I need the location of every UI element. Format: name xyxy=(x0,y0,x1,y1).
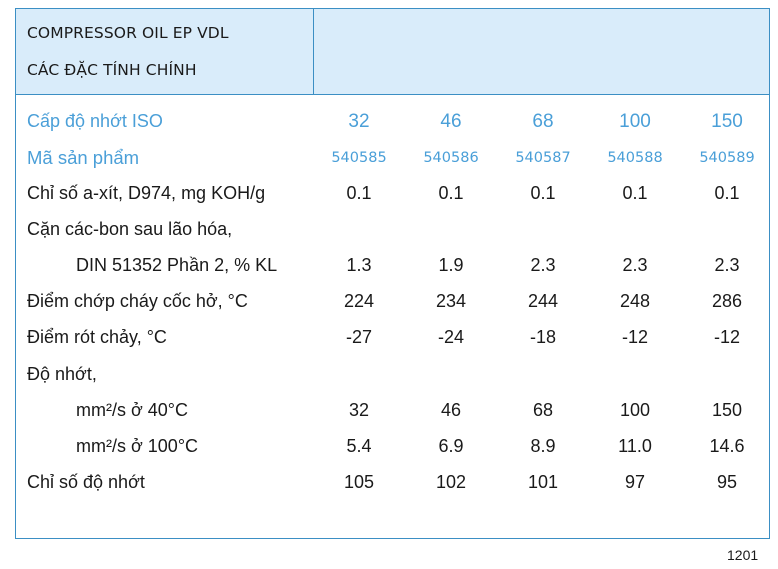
spec-table: COMPRESSOR OIL EP VDL CÁC ĐẶC TÍNH CHÍNH… xyxy=(15,8,770,539)
row-carbon-residue-heading: Cặn các-bon sau lão hóa, xyxy=(16,212,769,246)
table-cell: 95 xyxy=(716,472,738,492)
table-cell: 46 xyxy=(440,111,462,132)
row-flash-point: Điểm chớp cháy cốc hở, °C 224 234 244 24… xyxy=(16,284,769,318)
table-cell: 32 xyxy=(348,400,370,420)
table-cell: 100 xyxy=(619,400,651,420)
row-label: Chỉ số độ nhớt xyxy=(27,472,145,492)
row-label: Điểm rót chảy, °C xyxy=(27,327,167,347)
table-cell: 248 xyxy=(619,291,651,311)
product-name: COMPRESSOR OIL EP VDL xyxy=(27,24,229,42)
table-cell: 2.3 xyxy=(530,255,556,275)
row-carbon-residue: DIN 51352 Phần 2, % KL 1.3 1.9 2.3 2.3 2… xyxy=(16,248,769,282)
table-cell: 2.3 xyxy=(622,255,648,275)
row-label: mm²/s ở 100°C xyxy=(76,436,199,456)
table-cell: 234 xyxy=(435,291,467,311)
table-cell: 540586 xyxy=(423,150,479,166)
table-cell: 0.1 xyxy=(622,183,648,203)
row-label: DIN 51352 Phần 2, % KL xyxy=(76,255,278,275)
table-cell: 97 xyxy=(624,472,646,492)
row-label: Mã sản phẩm xyxy=(27,147,140,168)
table-cell: 100 xyxy=(619,111,651,132)
table-cell: 540588 xyxy=(607,150,663,166)
table-cell: 101 xyxy=(527,472,559,492)
row-product-code: Mã sản phẩm 540585 540586 540587 540588 … xyxy=(16,140,769,174)
row-label: Chỉ số a-xít, D974, mg KOH/g xyxy=(27,183,266,203)
header-divider xyxy=(313,9,314,94)
table-cell: 8.9 xyxy=(530,436,556,456)
table-cell: 0.1 xyxy=(346,183,372,203)
page-number: 1201 xyxy=(727,547,759,563)
table-cell: 6.9 xyxy=(438,436,464,456)
table-cell: 150 xyxy=(711,400,743,420)
table-cell: 14.6 xyxy=(709,436,745,456)
table-cell: 102 xyxy=(435,472,467,492)
table-cell: 286 xyxy=(711,291,743,311)
row-viscosity-index: Chỉ số độ nhớt 105 102 101 97 95 xyxy=(16,465,769,499)
row-label: mm²/s ở 40°C xyxy=(76,400,189,420)
row-iso-grade: Cấp độ nhớt ISO 32 46 68 100 150 xyxy=(16,104,769,138)
row-viscosity-heading: Độ nhớt, xyxy=(16,357,769,391)
table-cell: 0.1 xyxy=(438,183,464,203)
table-cell: 0.1 xyxy=(714,183,740,203)
row-label: Điểm chớp cháy cốc hở, °C xyxy=(27,291,248,311)
table-cell: 1.9 xyxy=(438,255,464,275)
table-cell: 0.1 xyxy=(530,183,556,203)
row-acid-number: Chỉ số a-xít, D974, mg KOH/g 0.1 0.1 0.1… xyxy=(16,176,769,210)
table-cell: 68 xyxy=(532,111,554,132)
table-cell: 105 xyxy=(343,472,375,492)
table-cell: 540585 xyxy=(331,150,387,166)
row-pour-point: Điểm rót chảy, °C -27 -24 -18 -12 -12 xyxy=(16,320,769,354)
table-cell: 244 xyxy=(527,291,559,311)
table-cell: 150 xyxy=(711,111,743,132)
table-cell: -18 xyxy=(529,327,556,347)
row-viscosity-100c: mm²/s ở 100°C 5.4 6.9 8.9 11.0 14.6 xyxy=(16,429,769,463)
table-cell: 5.4 xyxy=(346,436,372,456)
table-cell: -12 xyxy=(713,327,740,347)
table-cell: -27 xyxy=(345,327,372,347)
row-label: Cấp độ nhớt ISO xyxy=(27,111,163,131)
row-label: Độ nhớt, xyxy=(27,364,97,384)
table-cell: 46 xyxy=(440,400,462,420)
table-cell: 1.3 xyxy=(346,255,372,275)
section-title: CÁC ĐẶC TÍNH CHÍNH xyxy=(27,61,197,79)
table-header: COMPRESSOR OIL EP VDL CÁC ĐẶC TÍNH CHÍNH xyxy=(16,9,769,95)
table-cell: 32 xyxy=(348,111,370,132)
table-cell: 540589 xyxy=(699,150,755,166)
table-cell: 11.0 xyxy=(618,436,652,456)
table-cell: -12 xyxy=(621,327,648,347)
table-cell: 2.3 xyxy=(714,255,740,275)
row-viscosity-40c: mm²/s ở 40°C 32 46 68 100 150 xyxy=(16,393,769,427)
table-cell: 224 xyxy=(343,291,375,311)
table-cell: -24 xyxy=(437,327,464,347)
table-cell: 540587 xyxy=(515,150,571,166)
table-cell: 68 xyxy=(532,400,554,420)
row-label: Cặn các-bon sau lão hóa, xyxy=(27,219,233,239)
